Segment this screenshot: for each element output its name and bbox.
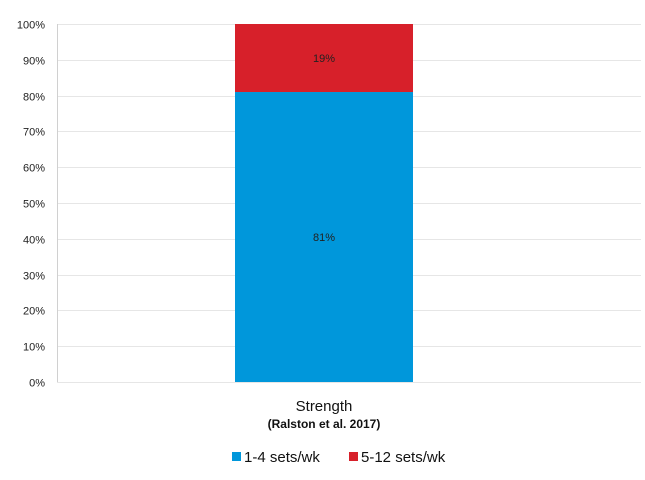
y-tick-label-40: 40%: [23, 235, 45, 247]
data-label-5-12-sets-wk: 19%: [313, 53, 335, 65]
bar-5-12-sets-wk-strength: [235, 24, 413, 93]
bar-1-4-sets-wk-strength: [235, 92, 413, 383]
y-tick-label-90: 90%: [23, 56, 45, 68]
data-label-1-4-sets-wk: 81%: [313, 232, 335, 244]
y-tick-label-60: 60%: [23, 163, 45, 175]
y-tick-label-0: 0%: [29, 378, 45, 390]
y-tick-label-30: 30%: [23, 271, 45, 283]
y-tick-label-100: 100%: [17, 20, 45, 32]
data-labels: 81% 19%: [313, 53, 335, 244]
legend: 1-4 sets/wk 5-12 sets/wk: [232, 449, 446, 466]
category-subtitle: (Ralston et al. 2017): [268, 417, 381, 431]
y-tick-label-20: 20%: [23, 306, 45, 318]
legend-label-1: 1-4 sets/wk: [244, 449, 320, 466]
legend-swatch-2: [349, 452, 358, 461]
y-tick-label-50: 50%: [23, 199, 45, 211]
y-tick-label-80: 80%: [23, 92, 45, 104]
legend-swatch-1: [232, 452, 241, 461]
legend-label-2: 5-12 sets/wk: [361, 449, 446, 466]
y-axis-tick-labels: 0% 10% 20% 30% 40% 50% 60% 70% 80% 90% 100%: [17, 20, 45, 390]
y-tick-label-10: 10%: [23, 342, 45, 354]
y-tick-label-70: 70%: [23, 127, 45, 139]
bars: [235, 24, 413, 383]
x-axis-category-labels: Strength (Ralston et al. 2017): [268, 398, 381, 431]
category-label: Strength: [296, 398, 353, 415]
